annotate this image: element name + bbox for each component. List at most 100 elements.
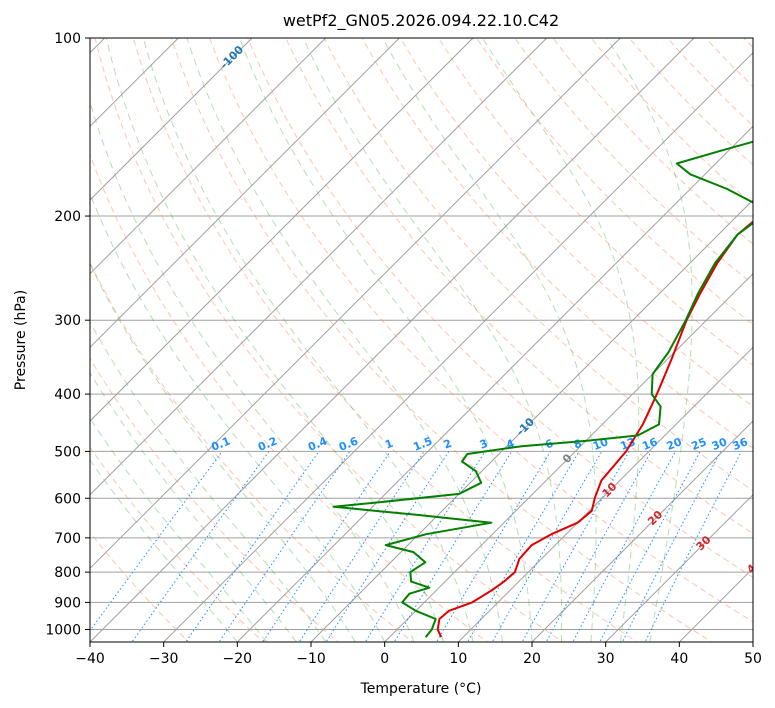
mixing-ratio-label: 20 bbox=[665, 435, 684, 453]
mixing-ratio-label: 2 bbox=[442, 437, 454, 452]
x-tick-label: 10 bbox=[449, 651, 467, 667]
mixing-ratio-line bbox=[466, 451, 580, 642]
dry-adiabat-line bbox=[132, 38, 638, 642]
y-tick-label: 700 bbox=[54, 531, 81, 547]
moist-adiabat-line bbox=[606, 38, 693, 642]
mixing-ratio-label: 8 bbox=[572, 437, 584, 452]
dry-adiabat-line bbox=[90, 261, 414, 642]
moist-adiabat-line bbox=[90, 192, 386, 642]
x-tick-label: 50 bbox=[744, 651, 762, 667]
mixing-ratio-line bbox=[325, 451, 450, 642]
mixing-ratio-line bbox=[90, 451, 223, 632]
y-tick-label: 500 bbox=[54, 444, 81, 460]
isotherm-line bbox=[752, 641, 753, 642]
isotherm-line bbox=[457, 346, 753, 642]
chart-title: wetPf2_GN05.2026.094.22.10.C42 bbox=[283, 11, 559, 31]
mixing-ratio-line bbox=[364, 451, 486, 642]
mixing-ratio-line bbox=[218, 451, 351, 642]
mixing-ratio-line bbox=[621, 451, 722, 642]
mixing-ratio-line bbox=[298, 451, 425, 642]
dry-adiabat-line bbox=[323, 38, 753, 492]
isotherm-line bbox=[236, 125, 753, 642]
mixing-ratio-label: 3 bbox=[478, 437, 490, 452]
isotherm-line bbox=[90, 38, 253, 201]
mixing-ratio-line bbox=[131, 451, 270, 642]
mixing-ratio-line bbox=[262, 451, 391, 642]
moist-adiabat-line bbox=[302, 38, 563, 642]
series-layer bbox=[332, 140, 753, 638]
moist-adiabat-line bbox=[481, 38, 640, 642]
temperature-profile-line bbox=[436, 220, 753, 638]
isotherm-line bbox=[90, 38, 474, 422]
y-tick-label: 800 bbox=[54, 565, 81, 581]
dry-adiabat-line bbox=[90, 357, 339, 642]
mixing-ratio-label: 30 bbox=[710, 435, 729, 453]
isotherm-line bbox=[90, 38, 621, 570]
mixing-ratio-line bbox=[393, 451, 513, 642]
dry-adiabat-line bbox=[437, 38, 753, 366]
y-tick-label: 600 bbox=[54, 491, 81, 507]
dry-adiabat-line bbox=[209, 38, 753, 623]
y-tick-label: 100 bbox=[54, 31, 81, 47]
isotherm-label: -100 bbox=[218, 43, 247, 72]
dry-adiabat-line bbox=[90, 446, 265, 642]
moist-adiabat-line bbox=[90, 262, 356, 642]
y-tick-label: 900 bbox=[54, 595, 81, 611]
x-tick-label: −40 bbox=[75, 651, 105, 667]
background-lines: 0.1 0.2 0.4 0.6 1 1.5 2 3 4 6 8 10 13 16 20 25 30 36-100-… bbox=[90, 0, 764, 642]
isotherm-line bbox=[90, 38, 548, 496]
dry-adiabat-line bbox=[743, 38, 753, 49]
isotherm-label: -90 bbox=[353, 0, 376, 10]
x-tick-label: 30 bbox=[597, 651, 615, 667]
dry-adiabat-line bbox=[90, 153, 489, 642]
y-tick-label: 200 bbox=[54, 209, 81, 225]
y-axis-title: Pressure (hPa) bbox=[13, 290, 29, 390]
mixing-ratio-label: 16 bbox=[640, 435, 659, 453]
mixing-ratio-label: 1 bbox=[383, 437, 395, 452]
mixing-ratio-line bbox=[572, 451, 676, 642]
dry-adiabat-line bbox=[247, 38, 753, 578]
x-tick-label: 40 bbox=[670, 651, 688, 667]
x-tick-label: 0 bbox=[380, 651, 389, 667]
moist-adiabat-line bbox=[142, 38, 474, 642]
y-axis: 100 200 300 400 500 600 700 800 900 1000 bbox=[45, 31, 90, 638]
moist-adiabat-line bbox=[90, 371, 297, 642]
x-tick-label: 20 bbox=[523, 651, 541, 667]
mixing-ratio-line bbox=[545, 451, 652, 642]
plot-area: 0.1 0.2 0.4 0.6 1 1.5 2 3 4 6 8 10 13 16 20 25 30 36-100-… bbox=[90, 0, 764, 642]
isotherm-line bbox=[310, 199, 753, 642]
isotherm-line bbox=[678, 567, 753, 642]
moist-adiabat-line bbox=[382, 38, 597, 642]
isotherm-line bbox=[90, 38, 400, 349]
moist-adiabat-line bbox=[90, 459, 238, 642]
mixing-ratio-label: 25 bbox=[689, 435, 708, 453]
mixing-ratio-line bbox=[644, 451, 742, 642]
isotherm-line bbox=[605, 493, 753, 642]
dry-adiabat-line bbox=[361, 38, 753, 449]
mixing-ratio-label: 36 bbox=[731, 435, 750, 453]
dewpoint-profile-line bbox=[332, 140, 753, 638]
dry-adiabat-line bbox=[285, 38, 753, 535]
x-axis: −40 −30 −20 −10 0 10 20 30 40 50 bbox=[75, 642, 762, 667]
mixing-ratio-line bbox=[185, 451, 320, 642]
moist-adiabat-line bbox=[90, 321, 327, 642]
x-tick-label: −20 bbox=[223, 651, 253, 667]
isotherm-line bbox=[163, 51, 753, 642]
moist-adiabat-line bbox=[186, 38, 503, 642]
mixing-ratio-line bbox=[599, 451, 701, 642]
dry-adiabat-line bbox=[590, 38, 753, 206]
dry-adiabat-line bbox=[476, 38, 753, 326]
isotherm-line bbox=[384, 272, 753, 642]
y-tick-label: 300 bbox=[54, 313, 81, 329]
y-tick-label: 1000 bbox=[45, 622, 81, 638]
dry-adiabat-line bbox=[94, 38, 564, 642]
isotherm-label: 40 bbox=[744, 556, 764, 576]
y-tick-label: 400 bbox=[54, 387, 81, 403]
mixing-ratio-line bbox=[435, 451, 552, 642]
x-axis-title: Temperature (°C) bbox=[360, 681, 482, 697]
moist-adiabat-line bbox=[90, 417, 268, 642]
plot-frame bbox=[89, 37, 754, 643]
moist-adiabat-line bbox=[238, 38, 533, 642]
x-tick-label: −30 bbox=[149, 651, 179, 667]
